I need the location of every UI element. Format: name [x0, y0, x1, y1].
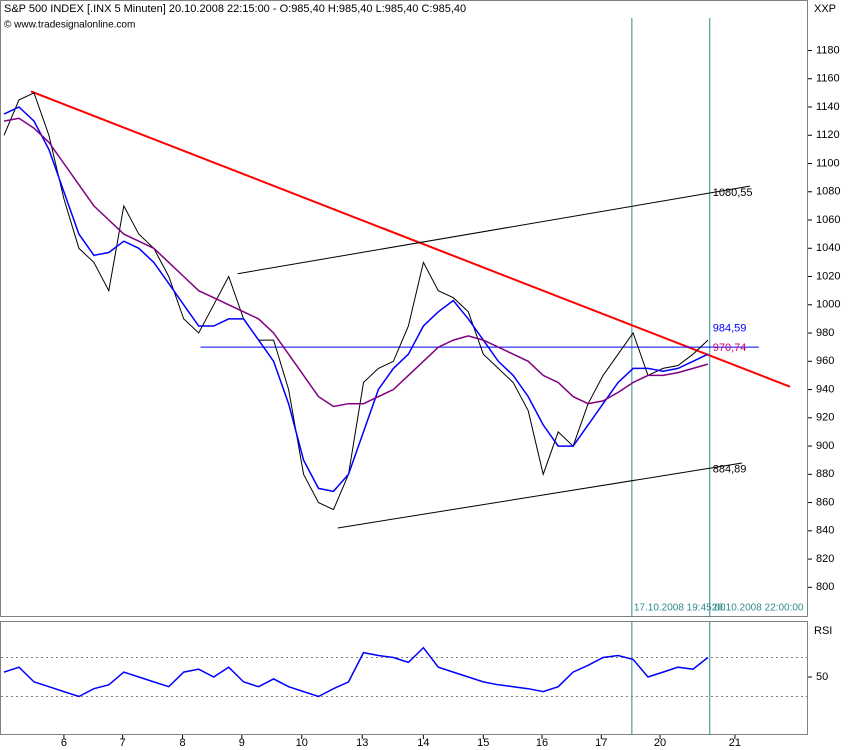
chart-title: S&P 500 INDEX [.INX 5 Minuten] 20.10.200… [4, 3, 466, 15]
y-tick-label: 1060 [816, 214, 840, 226]
x-tick-label: 7 [120, 737, 126, 749]
level-label: 984,59 [713, 322, 747, 334]
y-tick-label: 1140 [816, 101, 840, 113]
y-tick-label: 920 [816, 412, 834, 424]
x-tick-label: 20 [654, 737, 666, 749]
y-tick-label: 820 [816, 553, 834, 565]
x-tick-label: 21 [729, 737, 741, 749]
y-tick-label: 1020 [816, 270, 840, 282]
series-line [3, 106, 709, 493]
x-tick-label: 14 [417, 737, 429, 749]
rsi-label: RSI [814, 625, 832, 637]
y-tick-label: 1120 [816, 129, 840, 141]
y-tick-label: 880 [816, 468, 834, 480]
y-tick-label: 1080 [816, 186, 840, 198]
level-label: 970,74 [713, 342, 747, 354]
trendline [30, 90, 791, 388]
x-tick-label: 16 [536, 737, 548, 749]
x-tick-label: 9 [239, 737, 245, 749]
time-marker-label: 17.10.2008 19:45:00 [634, 603, 726, 614]
time-marker-label: 20.10.2008 22:00:00 [712, 603, 804, 614]
copyright: © www.tradesignalonline.com [4, 20, 135, 31]
x-tick-label: 17 [595, 737, 607, 749]
y-tick-label: 960 [816, 355, 834, 367]
level-label: 1080,55 [713, 187, 753, 199]
y-tick-label: 860 [816, 496, 834, 508]
y-tick-label: 840 [816, 525, 834, 537]
y-axis-label: XXP [814, 3, 836, 15]
y-tick-label: 1000 [816, 299, 840, 311]
y-tick-label: 940 [816, 383, 834, 395]
y-tick-label: 1180 [816, 44, 840, 56]
x-tick-label: 6 [61, 737, 67, 749]
series-line [3, 117, 709, 408]
y-tick-label: 1100 [816, 157, 840, 169]
y-tick-label: 980 [816, 327, 834, 339]
x-tick-label: 8 [179, 737, 185, 749]
series-line [3, 646, 709, 698]
trendline [337, 462, 743, 529]
y-tick-label: 50 [816, 671, 828, 683]
trendline [237, 185, 750, 275]
rsi-panel [0, 621, 808, 735]
x-tick-label: 15 [477, 737, 489, 749]
y-tick-label: 1040 [816, 242, 840, 254]
series-line [3, 92, 709, 511]
y-tick-label: 1160 [816, 73, 840, 85]
main-panel [0, 0, 808, 617]
y-tick-label: 900 [816, 440, 834, 452]
x-tick-label: 13 [356, 737, 368, 749]
x-tick-label: 10 [296, 737, 308, 749]
y-tick-label: 800 [816, 581, 834, 593]
level-label: 884,89 [713, 463, 747, 475]
